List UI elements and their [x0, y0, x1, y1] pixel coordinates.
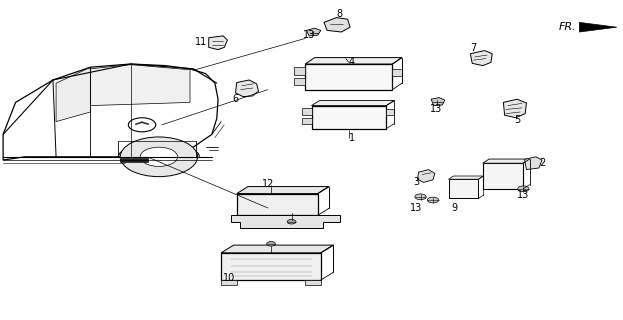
Polygon shape [221, 245, 333, 253]
Bar [221, 253, 321, 280]
Polygon shape [417, 170, 435, 182]
Text: 5: 5 [514, 115, 520, 125]
Polygon shape [307, 28, 321, 36]
Text: 2: 2 [539, 158, 545, 168]
Polygon shape [324, 18, 350, 32]
Bar [120, 158, 148, 162]
Bar [483, 163, 523, 189]
Bar [302, 118, 312, 124]
Text: 11: 11 [195, 36, 207, 47]
Text: FR.: FR. [559, 22, 576, 32]
Bar [386, 109, 394, 115]
Circle shape [128, 118, 156, 132]
Text: 10: 10 [223, 273, 235, 284]
Bar [221, 280, 237, 285]
Polygon shape [235, 80, 259, 97]
Circle shape [287, 220, 296, 224]
Polygon shape [305, 58, 402, 64]
Polygon shape [449, 176, 483, 179]
Polygon shape [237, 187, 329, 194]
Text: 13: 13 [410, 203, 422, 213]
Circle shape [518, 186, 529, 192]
Polygon shape [431, 98, 445, 106]
Polygon shape [525, 157, 542, 170]
Text: 13: 13 [517, 190, 530, 200]
Text: 13: 13 [303, 30, 315, 40]
Polygon shape [209, 36, 227, 50]
Polygon shape [470, 51, 492, 66]
Bar [305, 280, 321, 285]
Bar [305, 64, 392, 90]
Text: 7: 7 [470, 43, 477, 53]
Circle shape [267, 242, 275, 246]
Text: 4: 4 [349, 57, 355, 68]
Bar [392, 69, 402, 76]
Bar [294, 78, 305, 85]
Polygon shape [56, 69, 90, 122]
Bar [294, 67, 305, 75]
Polygon shape [483, 159, 530, 163]
Polygon shape [90, 65, 190, 106]
Circle shape [415, 194, 426, 200]
Polygon shape [312, 100, 394, 106]
Text: 12: 12 [262, 179, 274, 189]
Polygon shape [503, 99, 526, 118]
Text: 9: 9 [452, 203, 458, 213]
Text: 6: 6 [232, 94, 239, 104]
Polygon shape [3, 64, 218, 160]
Text: 1: 1 [349, 132, 355, 143]
Circle shape [427, 197, 439, 203]
Polygon shape [579, 22, 617, 32]
Text: 13: 13 [430, 104, 442, 114]
Text: 8: 8 [336, 9, 343, 20]
Bar [312, 106, 386, 129]
Circle shape [120, 137, 197, 177]
Polygon shape [231, 215, 340, 228]
Bar [237, 194, 318, 215]
Text: 3: 3 [413, 177, 419, 188]
Bar [449, 179, 478, 198]
Circle shape [140, 147, 178, 166]
Bar [302, 108, 312, 115]
